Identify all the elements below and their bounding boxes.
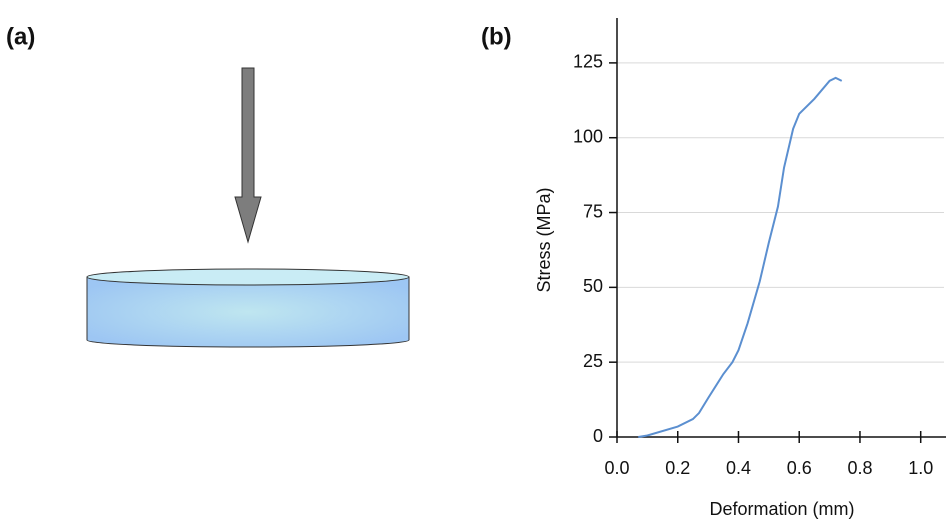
disc-side <box>86 276 410 348</box>
y-tick-label: 0 <box>593 426 603 446</box>
x-tick-label: 0.4 <box>726 458 751 478</box>
x-tick-label: 0.6 <box>787 458 812 478</box>
y-tick-label: 100 <box>573 126 603 146</box>
panel-label: (b) <box>481 23 512 50</box>
x-tick-label: 0.2 <box>665 458 690 478</box>
x-tick-label: 0.8 <box>847 458 872 478</box>
load-arrow <box>234 67 262 244</box>
y-tick-label: 125 <box>573 52 603 72</box>
x-axis-title: Deformation (mm) <box>709 499 854 519</box>
x-tick-label: 0.0 <box>604 458 629 478</box>
y-tick-label: 75 <box>583 201 603 221</box>
y-tick-label: 25 <box>583 351 603 371</box>
x-tick-label: 1.0 <box>908 458 933 478</box>
y-axis-title: Stress (MPa) <box>534 187 554 292</box>
y-tick-label: 50 <box>583 276 603 296</box>
compression-diagram <box>86 67 410 348</box>
panel-label: (a) <box>6 23 35 50</box>
stress-chart: Deformation (mm) Stress (MPa) 0 25 50 75 100… <box>534 18 946 519</box>
stress-curve <box>638 76 843 438</box>
disc-top <box>86 268 410 286</box>
